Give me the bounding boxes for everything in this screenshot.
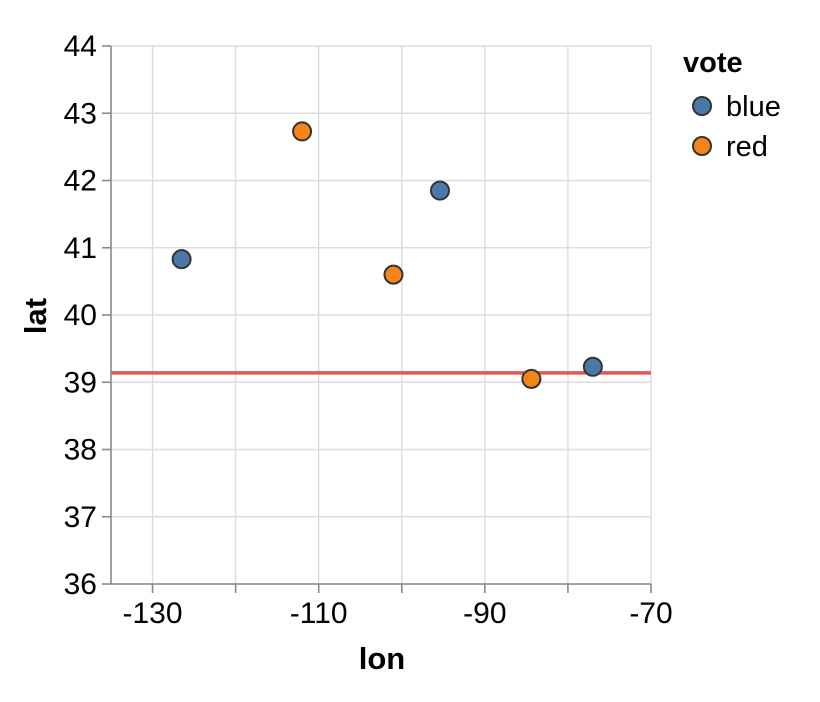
x-tick-label: -90 (463, 597, 506, 630)
x-tick-label: -70 (629, 597, 672, 630)
y-tick-label: 43 (64, 97, 97, 130)
axes (102, 45, 652, 593)
legend-swatch-blue (692, 96, 712, 116)
y-tick-label: 36 (64, 568, 97, 601)
data-point-blue (582, 356, 603, 377)
y-tick-label: 38 (64, 434, 97, 467)
y-axis-title: lat (18, 298, 53, 334)
legend-title: vote (683, 47, 743, 79)
x-axis-title: lon (359, 641, 406, 676)
points-layer (171, 121, 603, 389)
grid (111, 45, 652, 585)
y-tick-label: 39 (64, 366, 97, 399)
y-tick-label: 37 (64, 501, 97, 534)
x-tick-label: -110 (290, 597, 348, 630)
legend: vote blue red (683, 47, 781, 163)
data-point-blue (429, 180, 450, 201)
tick-labels: -130 -110 -90 -70 36 37 38 39 40 41 42 43 44 (64, 30, 673, 630)
y-tick-label: 41 (64, 232, 97, 265)
data-point-red (292, 121, 313, 142)
legend-label-red: red (726, 131, 768, 163)
legend-items: blue red (692, 91, 781, 163)
x-tick-label: -130 (123, 597, 183, 630)
legend-label-blue: blue (726, 91, 781, 123)
y-tick-label: 42 (64, 165, 97, 198)
y-tick-label: 40 (64, 299, 97, 332)
y-tick-label: 44 (64, 30, 97, 63)
legend-swatch-red (692, 136, 712, 156)
data-point-red (383, 264, 404, 285)
data-point-blue (171, 249, 192, 270)
data-point-red (521, 368, 542, 389)
